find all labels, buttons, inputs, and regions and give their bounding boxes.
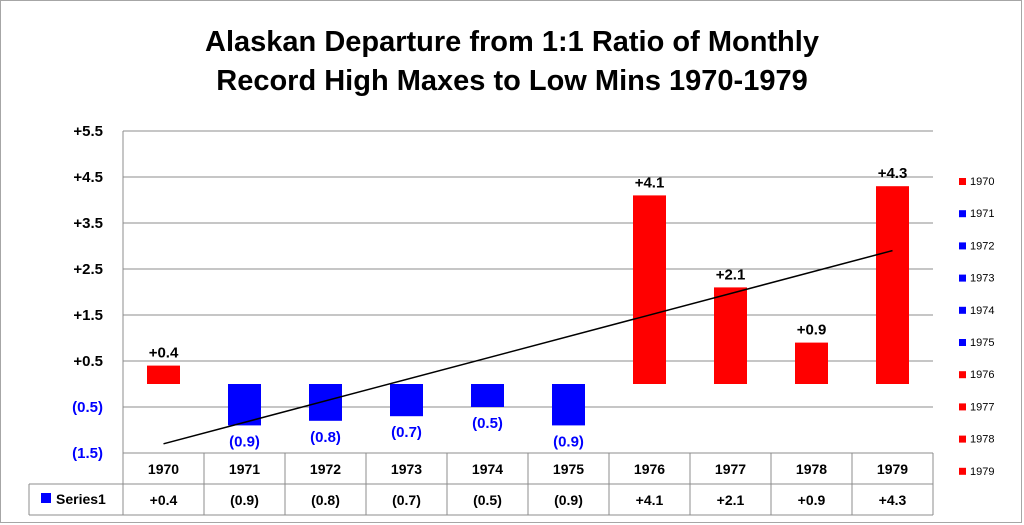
y-tick-label-0: +5.5 bbox=[73, 123, 103, 140]
y-tick-label-2: +3.5 bbox=[73, 215, 103, 232]
category-label-1977: 1977 bbox=[715, 461, 746, 477]
table-series-key bbox=[41, 493, 51, 503]
data-table: 1970 +0.4 1971 (0.9) 1972 (0.8) 1973 (0.7) 1974 (… bbox=[28, 452, 934, 516]
legend-swatch-1973 bbox=[959, 274, 966, 282]
legend-label-1979: 1979 bbox=[970, 466, 994, 478]
y-tick-label-4: +1.5 bbox=[73, 307, 103, 324]
legend-swatch-1976 bbox=[959, 371, 966, 379]
legend-swatch-1972 bbox=[959, 242, 966, 250]
legend-label-1974: 1974 bbox=[970, 305, 994, 317]
labels-layer: +0.4 (0.9) (0.8) (0.7) (0.5) (0.9) +4.1 +2.1 +0.… bbox=[149, 165, 908, 450]
table-value-1971: (0.9) bbox=[230, 492, 259, 508]
legend-swatch-1977 bbox=[959, 403, 966, 411]
y-tick-label-3: +2.5 bbox=[73, 261, 103, 278]
legend-label-1976: 1976 bbox=[970, 369, 994, 381]
bar-1975 bbox=[552, 384, 585, 426]
legend-label-1972: 1972 bbox=[970, 240, 994, 252]
table-value-1973: (0.7) bbox=[392, 492, 421, 508]
legend-label-1975: 1975 bbox=[970, 337, 994, 349]
table-value-1970: +0.4 bbox=[150, 492, 178, 508]
data-label-1979: +4.3 bbox=[878, 165, 908, 182]
y-tick-label-1: +4.5 bbox=[73, 169, 103, 186]
axis-layer: +5.5 +4.5 +3.5 +2.5 +1.5 +0.5 (0.5) (1.5) bbox=[72, 123, 124, 515]
data-label-1972: (0.8) bbox=[310, 429, 341, 446]
category-label-1974: 1974 bbox=[472, 461, 503, 477]
legend-label-1978: 1978 bbox=[970, 434, 994, 446]
chart-title-line-2: Record High Maxes to Low Mins 1970-1979 bbox=[216, 65, 807, 97]
chart-title-line-1: Alaskan Departure from 1:1 Ratio of Mont… bbox=[205, 26, 819, 58]
legend-label-1973: 1973 bbox=[970, 273, 994, 285]
category-label-1978: 1978 bbox=[796, 461, 827, 477]
data-label-1977: +2.1 bbox=[716, 266, 746, 283]
category-label-1975: 1975 bbox=[553, 461, 584, 477]
bar-1977 bbox=[714, 287, 747, 384]
bar-1978 bbox=[795, 342, 828, 384]
data-label-1974: (0.5) bbox=[472, 415, 503, 432]
category-label-1976: 1976 bbox=[634, 461, 665, 477]
trend-layer bbox=[163, 249, 893, 445]
category-label-1970: 1970 bbox=[148, 461, 179, 477]
category-label-1973: 1973 bbox=[391, 461, 422, 477]
legend-swatch-1974 bbox=[959, 306, 966, 314]
table-value-1976: +4.1 bbox=[636, 492, 664, 508]
trendline bbox=[163, 249, 893, 445]
bar-1970 bbox=[147, 365, 180, 384]
bars-layer bbox=[147, 186, 909, 426]
table-series-label: Series1 bbox=[56, 491, 106, 507]
bar-1972 bbox=[309, 384, 342, 421]
legend-swatch-1975 bbox=[959, 339, 966, 346]
table-value-1977: +2.1 bbox=[717, 492, 745, 508]
legend-swatch-1978 bbox=[959, 435, 966, 443]
table-value-1978: +0.9 bbox=[798, 492, 826, 508]
data-label-1975: (0.9) bbox=[553, 433, 584, 450]
legend-label-1977: 1977 bbox=[970, 401, 994, 413]
data-label-1971: (0.9) bbox=[229, 433, 260, 450]
y-tick-label-7: (1.5) bbox=[72, 445, 103, 462]
data-label-1978: +0.9 bbox=[797, 322, 827, 339]
legend-swatch-1979 bbox=[959, 467, 966, 475]
legend-swatch-1971 bbox=[959, 210, 966, 218]
data-label-1973: (0.7) bbox=[391, 424, 422, 441]
table-value-1974: (0.5) bbox=[473, 492, 502, 508]
category-label-1971: 1971 bbox=[229, 461, 260, 477]
table-value-1975: (0.9) bbox=[554, 492, 583, 508]
bar-1973 bbox=[390, 384, 423, 417]
data-label-1970: +0.4 bbox=[149, 345, 179, 362]
y-tick-label-5: +0.5 bbox=[73, 353, 103, 370]
y-tick-label-6: (0.5) bbox=[72, 399, 103, 416]
bar-1974 bbox=[471, 384, 504, 407]
legend-swatch-1970 bbox=[959, 178, 966, 185]
category-label-1972: 1972 bbox=[310, 461, 341, 477]
bar-1979 bbox=[876, 186, 909, 384]
legend-label-1970: 1970 bbox=[970, 176, 994, 188]
data-label-1976: +4.1 bbox=[635, 174, 665, 191]
table-value-1979: +4.3 bbox=[879, 492, 907, 508]
bar-1971 bbox=[228, 384, 261, 426]
table-value-1972: (0.8) bbox=[311, 492, 340, 508]
legend-label-1971: 1971 bbox=[970, 208, 994, 220]
category-label-1979: 1979 bbox=[877, 461, 908, 477]
legend: 1970 1971 1972 1973 1974 1975 1976 1977 1978 1979 bbox=[959, 176, 994, 478]
bar-1976 bbox=[633, 195, 666, 384]
